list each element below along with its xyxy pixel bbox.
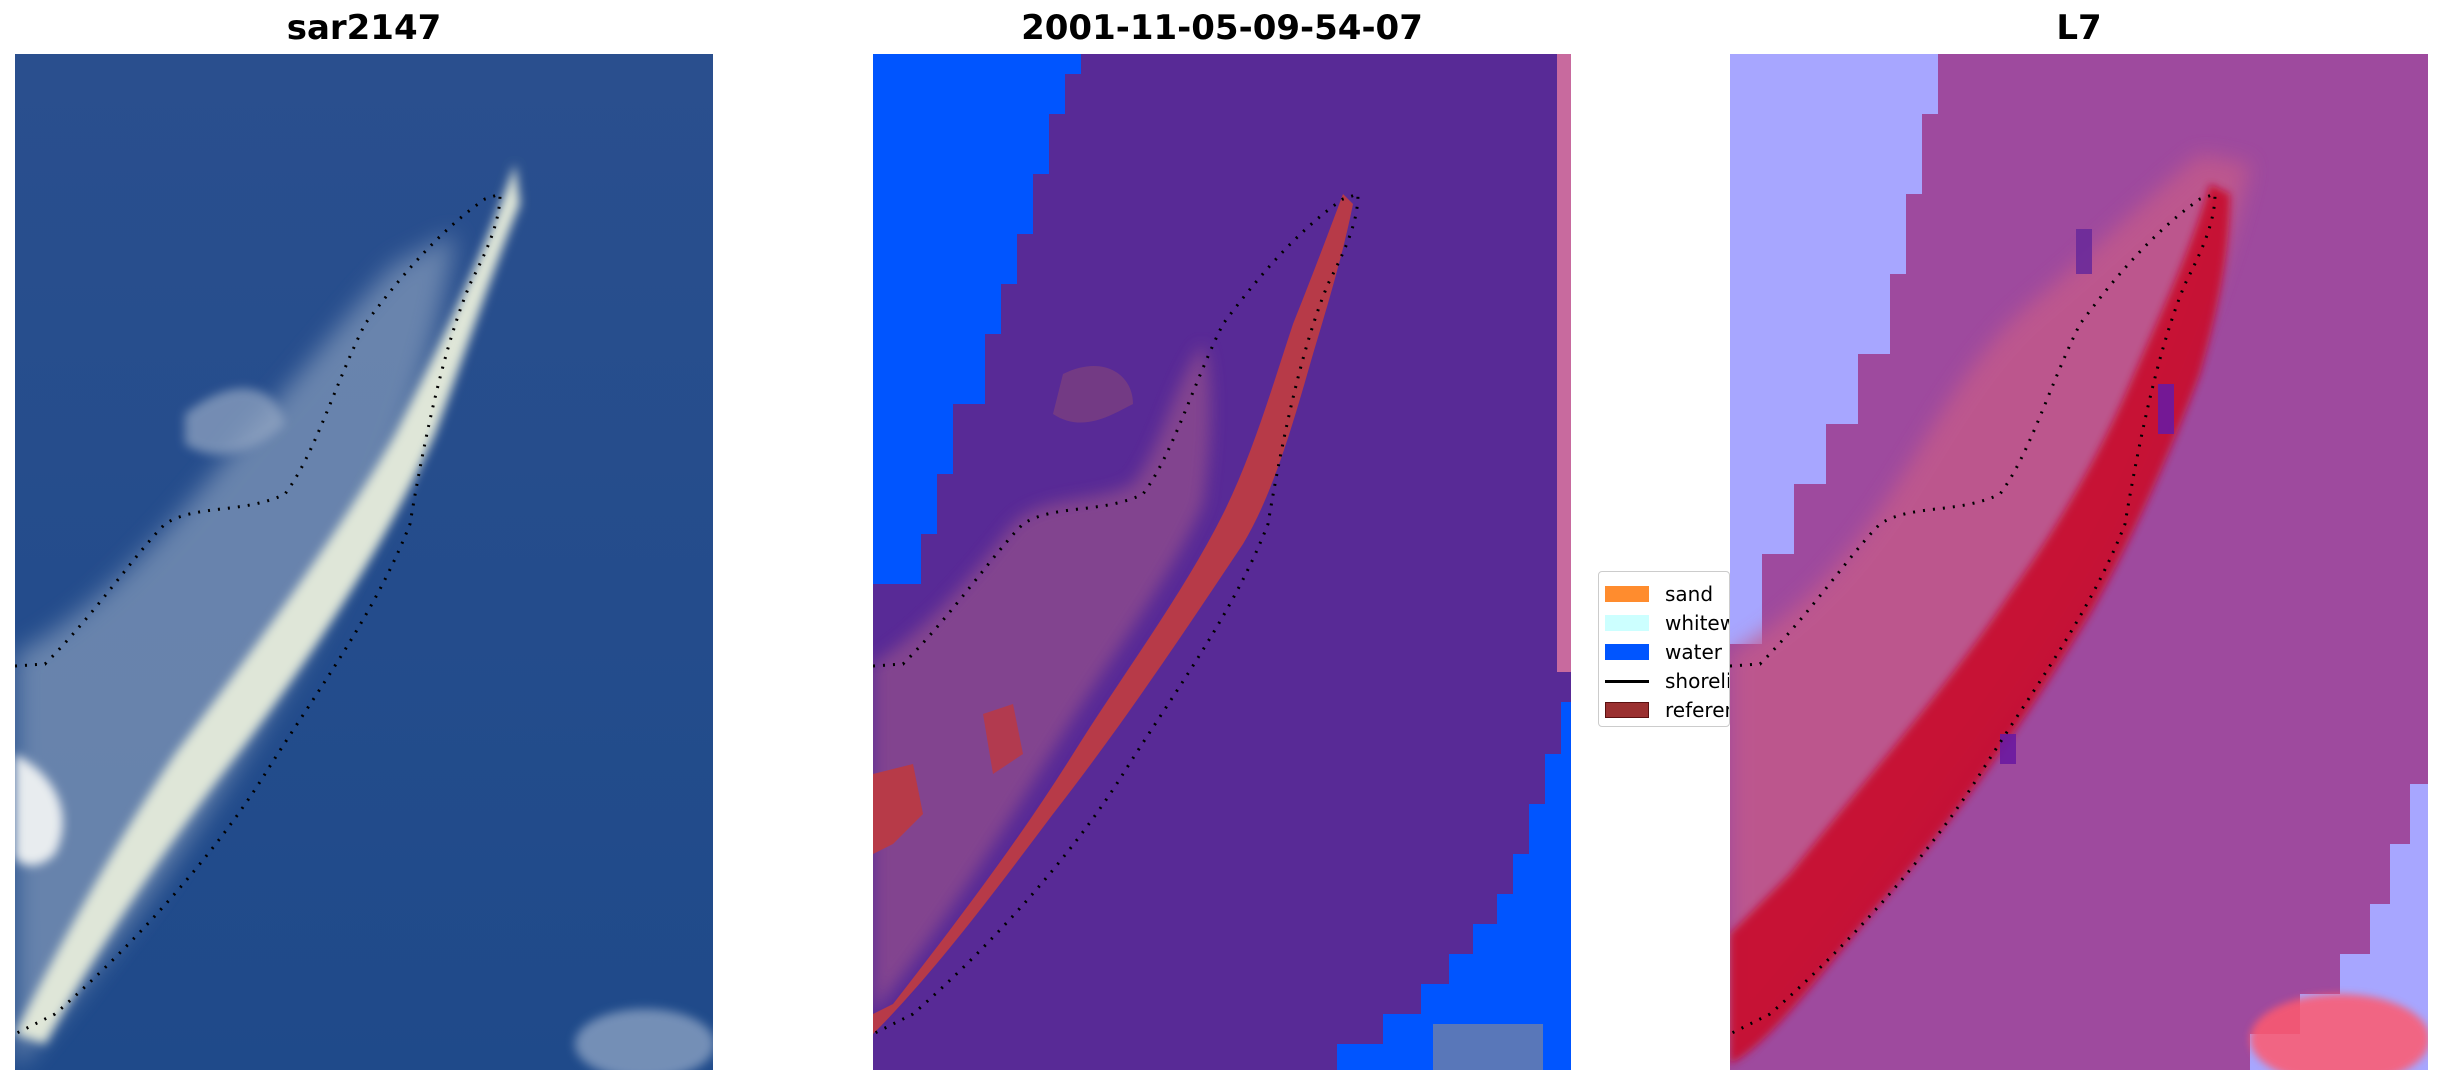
- bright-patch: [15, 754, 63, 866]
- index-image-panel: [1730, 54, 2428, 1070]
- bright-spit: [15, 164, 520, 1044]
- corner-patch: [575, 1009, 713, 1070]
- reference-patch: [873, 764, 923, 854]
- lavender-region-bottom-right: [2250, 784, 2428, 1070]
- water-region-top-left: [873, 54, 1081, 584]
- index-image: [1730, 54, 2428, 1070]
- legend-label-shoreline: shoreline: [1665, 668, 1729, 693]
- sand-patch: [1053, 365, 1133, 423]
- lavender-region-top-left: [1730, 54, 1938, 644]
- legend-item-shoreline: shoreline: [1605, 666, 1729, 695]
- reference-swatch: [1605, 701, 1649, 718]
- shoreline-line-swatch: [1605, 673, 1649, 689]
- image-remnant: [1433, 1024, 1543, 1070]
- dark-streak-1: [2076, 229, 2092, 274]
- panel-title-rgb: sar2147: [286, 8, 442, 48]
- legend-label-sand: sand: [1665, 581, 1714, 606]
- sand-swatch: [1605, 585, 1649, 602]
- classified-image: [873, 54, 1571, 1070]
- dark-streak-3: [2000, 734, 2016, 764]
- edge-strip: [1557, 54, 1571, 672]
- water-swatch: [1605, 643, 1649, 660]
- rgb-image: [15, 54, 713, 1070]
- dark-streak-2: [2158, 384, 2174, 434]
- legend-item-reference: reference: [1605, 695, 1729, 724]
- reference-patch-2: [983, 704, 1023, 774]
- rgb-image-panel: [15, 54, 713, 1070]
- legend-label-reference: reference: [1665, 697, 1729, 722]
- water-region-bottom-right: [1337, 702, 1571, 1070]
- red-corner-patch: [2250, 994, 2428, 1070]
- classified-image-panel: [873, 54, 1571, 1070]
- legend-item-sand: sand: [1605, 579, 1729, 608]
- panel-title-index: L7: [2056, 8, 2102, 48]
- sand-patch: [185, 388, 285, 455]
- whitewater-swatch: [1605, 614, 1649, 631]
- legend-label-water: water: [1665, 639, 1722, 664]
- sand-haze: [873, 344, 1211, 1014]
- legend-item-water: water: [1605, 637, 1729, 666]
- panel-title-classified: 2001-11-05-09-54-07: [1021, 8, 1423, 48]
- red-spit: [1730, 184, 2230, 1064]
